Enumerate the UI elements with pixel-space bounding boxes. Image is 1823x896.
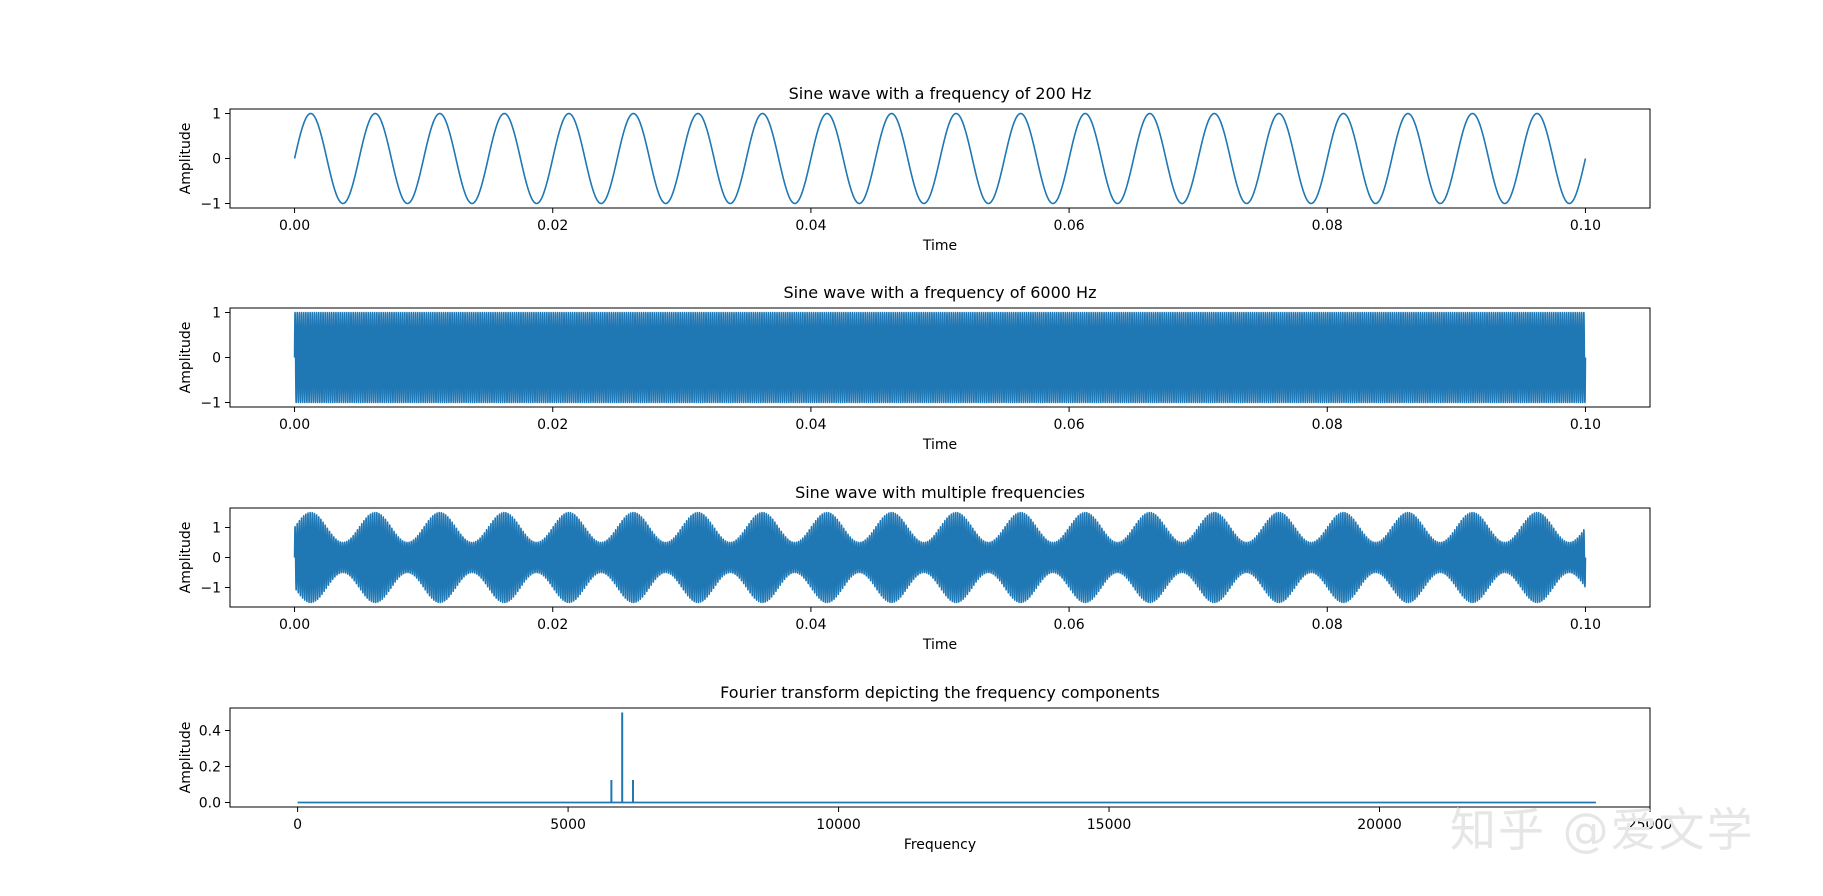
x-axis-label: Time: [922, 437, 957, 453]
series-line-1: [293, 112, 1587, 205]
subplot-4: 0 5000 10000 15000 20000 25000 0.0 0.2 0.4 Fourie…: [178, 683, 1672, 853]
x-tick-label: 0.04: [795, 617, 826, 633]
x-tick-label: 0.04: [795, 218, 826, 234]
y-tick-label: 1: [212, 306, 221, 322]
watermark: 知乎 @爱文学: [1450, 803, 1755, 857]
x-tick-label: 25000: [1628, 817, 1673, 833]
y-tick-label: 0: [212, 551, 221, 567]
x-tick-label: 5000: [550, 817, 586, 833]
y-tick-label: 0: [212, 152, 221, 168]
y-tick-label: −1: [200, 197, 221, 213]
subplot-title: Sine wave with a frequency of 200 Hz: [789, 84, 1092, 103]
x-tick-label: 0.08: [1312, 617, 1343, 633]
series-line-1: [293, 511, 1587, 604]
x-tick-label: 0.10: [1570, 617, 1601, 633]
x-tick-label: 0.00: [279, 617, 310, 633]
x-tick-label: 0.02: [537, 417, 568, 433]
x-axis-label: Time: [922, 637, 957, 653]
y-tick-label: −1: [200, 581, 221, 597]
x-tick-label: 0.06: [1054, 617, 1085, 633]
x-axis-label: Time: [922, 238, 957, 254]
x-tick-label: 0.02: [537, 617, 568, 633]
x-tick-label: 15000: [1087, 817, 1132, 833]
x-axis-label: Frequency: [904, 837, 976, 853]
subplot-2: 0.00 0.02 0.04 0.06 0.08 0.10 −1 0 1 Sine wave wi…: [178, 283, 1651, 453]
y-tick-label: 0: [212, 351, 221, 367]
subplot-1: 0.00 0.02 0.04 0.06 0.08 0.10 −1 0 1 Sine wave wi…: [178, 84, 1651, 254]
subplot-title: Sine wave with multiple frequencies: [795, 483, 1085, 502]
subplot-title: Fourier transform depicting the frequenc…: [720, 683, 1160, 702]
y-axis-label: Amplitude: [178, 722, 194, 794]
y-tick-label: 1: [212, 107, 221, 123]
y-tick-label: 1: [212, 521, 221, 537]
x-tick-label: 0.06: [1054, 218, 1085, 234]
plot-area: [293, 112, 1587, 205]
x-tick-label: 0.08: [1312, 218, 1343, 234]
x-tick-label: 0.06: [1054, 417, 1085, 433]
y-tick-label: 0.4: [199, 724, 221, 740]
subplot-3: 0.00 0.02 0.04 0.06 0.08 0.10 −1 0 1 Sine wave wi…: [178, 483, 1651, 653]
plot-area: [293, 511, 1587, 604]
y-tick-label: 0.0: [199, 796, 221, 812]
x-tick-label: 0.00: [279, 417, 310, 433]
x-tick-label: 0: [293, 817, 302, 833]
x-tick-label: 0.02: [537, 218, 568, 234]
axes-frame: [229, 707, 1651, 808]
x-tick-label: 10000: [816, 817, 861, 833]
y-tick-label: −1: [200, 396, 221, 412]
series-line-1: [293, 311, 1587, 404]
subplot-title: Sine wave with a frequency of 6000 Hz: [784, 283, 1097, 302]
x-tick-label: 20000: [1357, 817, 1402, 833]
plot-area: [293, 311, 1587, 404]
plot-area: [297, 712, 1596, 804]
y-tick-label: 0.2: [199, 760, 221, 776]
x-tick-label: 0.10: [1570, 417, 1601, 433]
y-axis-label: Amplitude: [178, 123, 194, 195]
y-axis-label: Amplitude: [178, 522, 194, 594]
x-tick-label: 0.04: [795, 417, 826, 433]
y-axis-label: Amplitude: [178, 322, 194, 394]
x-tick-label: 0.08: [1312, 417, 1343, 433]
x-tick-label: 0.00: [279, 218, 310, 234]
x-tick-label: 0.10: [1570, 218, 1601, 234]
